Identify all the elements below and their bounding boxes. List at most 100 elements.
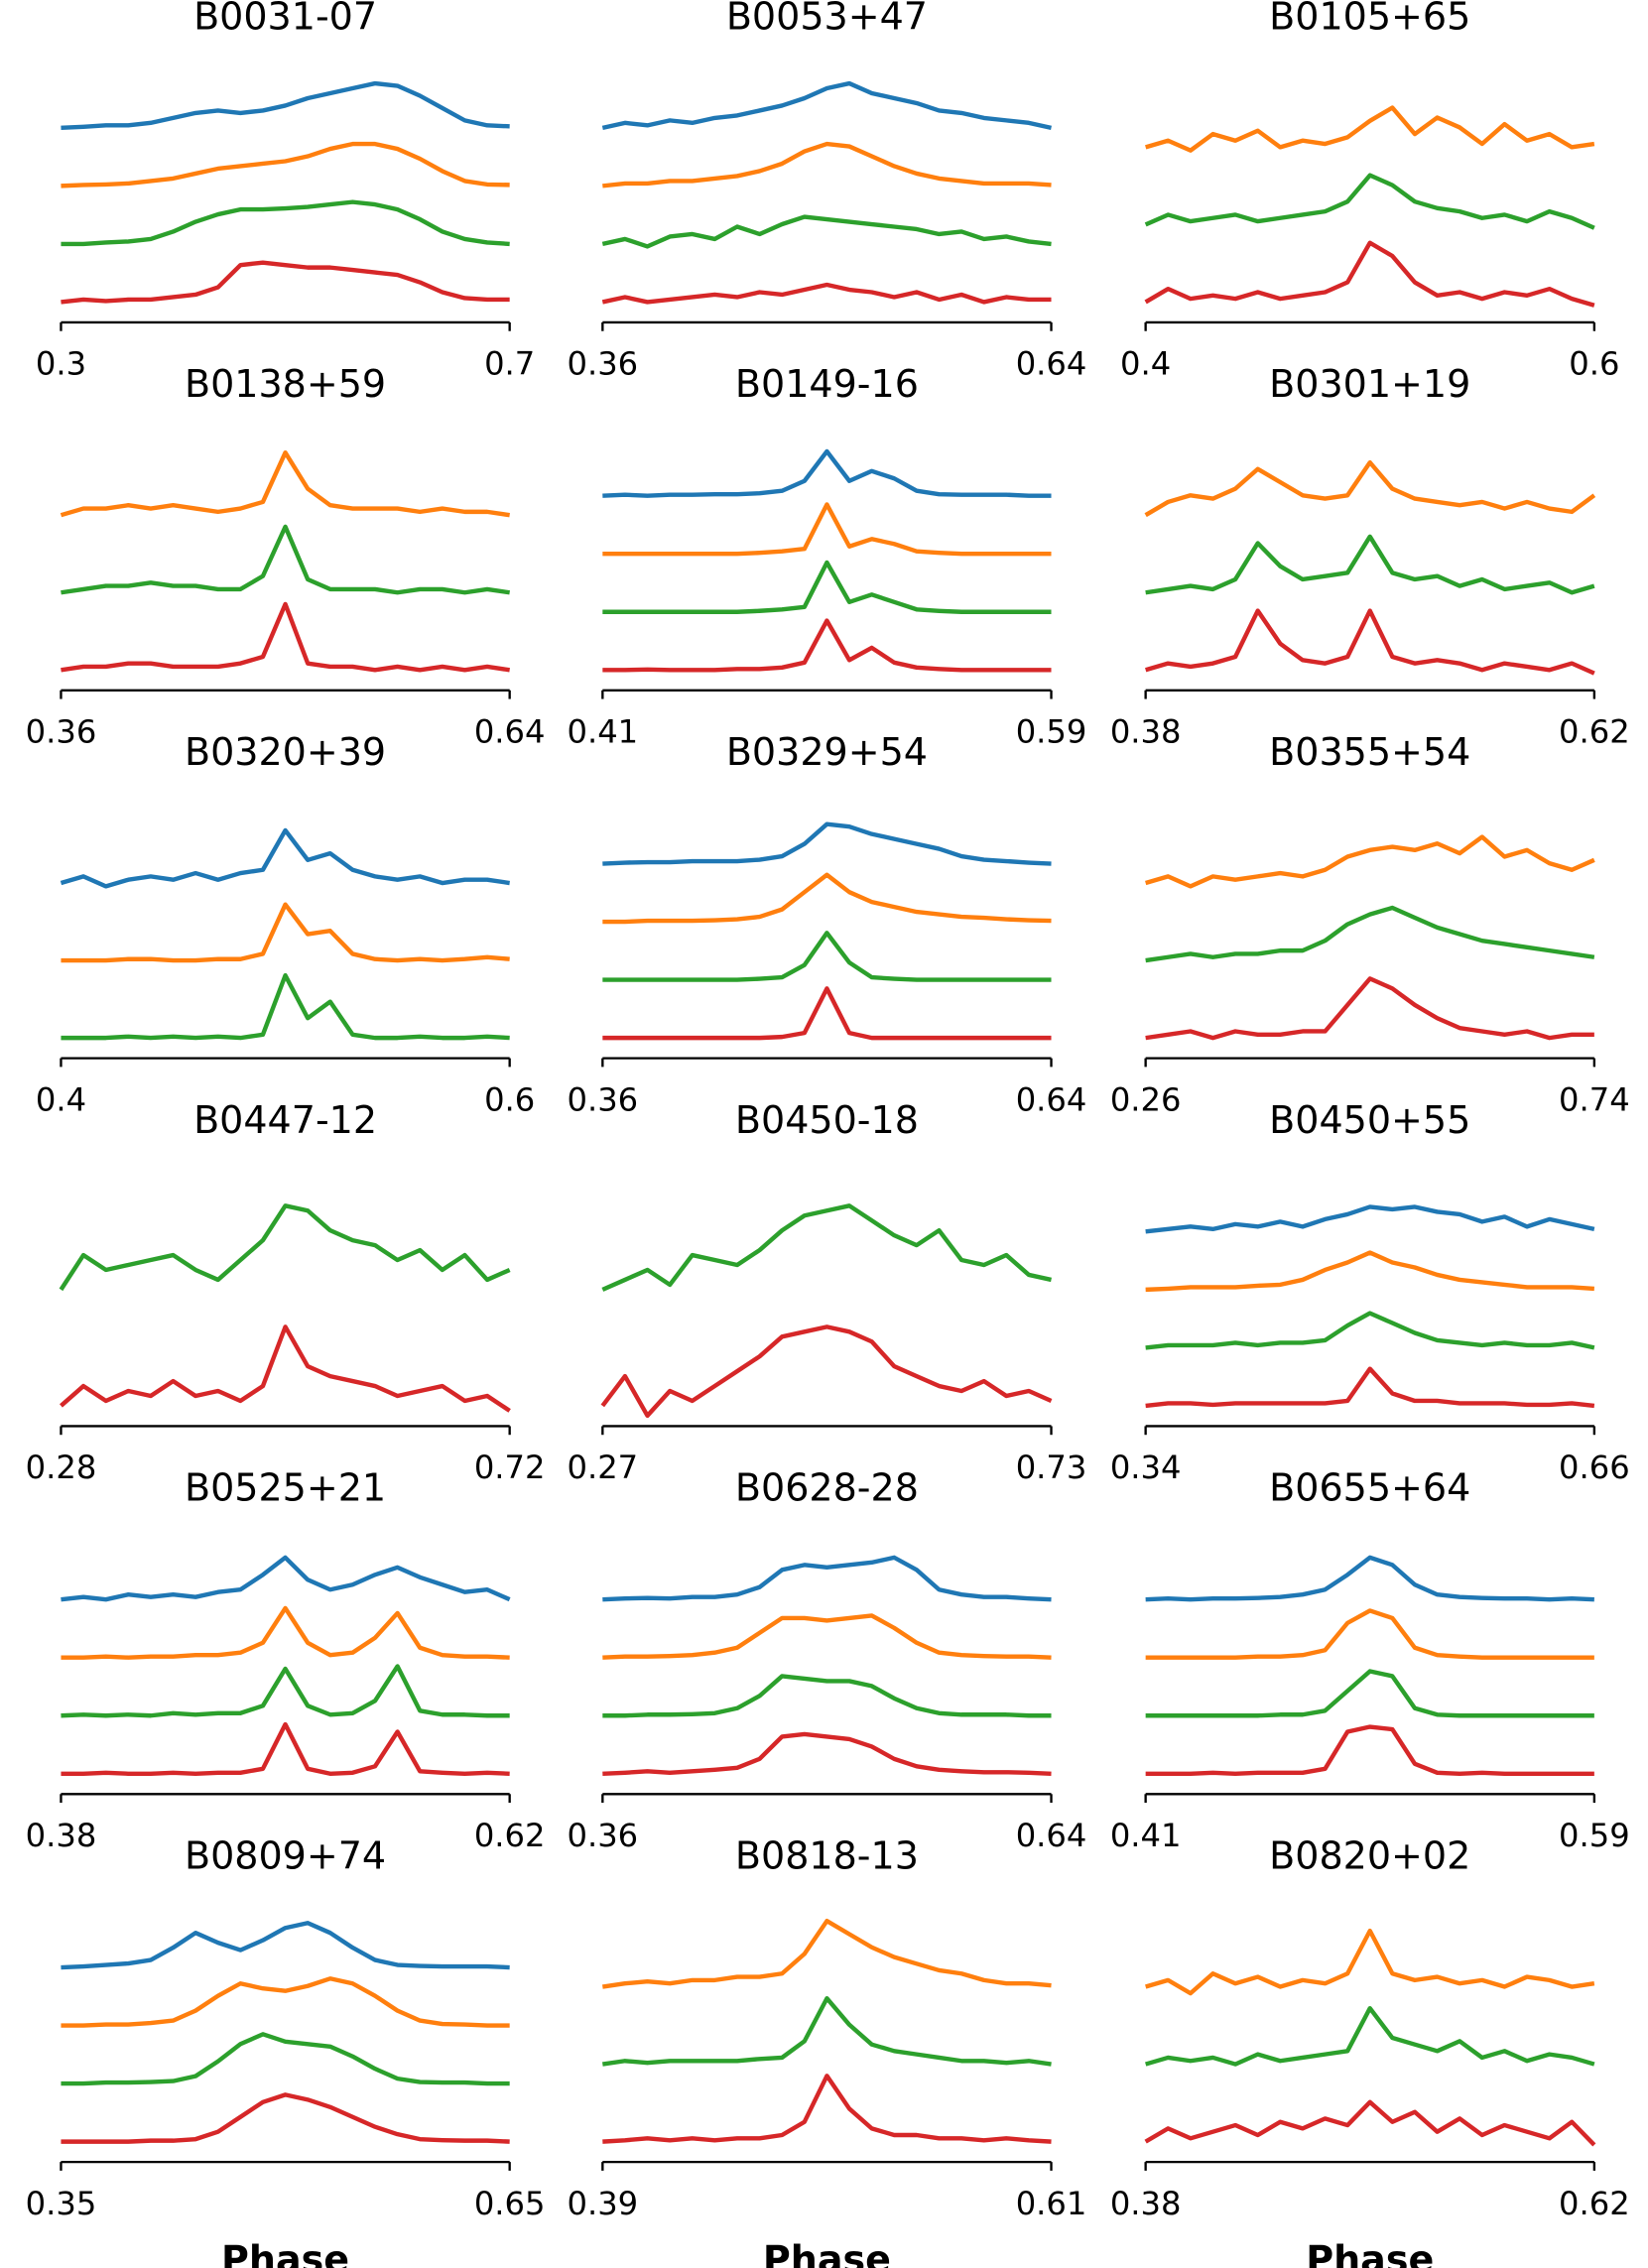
profile-line [61,141,510,189]
x-tick-label: 0.36 [567,1080,638,1118]
x-tick-label: 0.61 [1016,2185,1087,2222]
profile-line [61,1921,510,1970]
profile-line [1145,105,1595,153]
x-tick-label: 0.74 [1559,1080,1630,1118]
x-tick-label: 0.64 [474,712,546,750]
profile-line [61,199,510,247]
x-tick-label: 0.59 [1559,1817,1630,1854]
x-tick-label: 0.38 [26,1817,97,1854]
profile-line [61,2032,510,2086]
profile-line [602,448,1052,498]
profile-line [602,1731,1052,1776]
profile-line [1145,905,1595,963]
profile-line [602,1674,1052,1718]
profile-line [61,1976,510,2028]
profile-line [61,1664,510,1718]
x-tick-label: 0.59 [1016,712,1087,750]
profile-line [601,1203,1052,1292]
x-tick-label: 0.72 [474,1449,546,1486]
profile-line [1145,976,1594,1041]
panel-title: B0031-07 [193,0,377,38]
panel-title: B0525+21 [185,1466,386,1510]
profile-line [61,1721,510,1776]
panel-title: B0138+59 [185,362,386,406]
panel-title: B0818-13 [735,1833,919,1877]
profile-line [1145,1204,1595,1234]
profile-line [602,821,1052,866]
x-tick-label: 0.41 [567,712,638,750]
profile-line [60,449,510,518]
x-tick-label: 0.36 [567,345,638,383]
panel-title: B0105+65 [1269,0,1470,38]
profile-line [1145,1608,1594,1660]
panel-title: B0149-16 [735,362,919,406]
profile-line [60,1324,511,1413]
x-tick-label: 0.66 [1559,1449,1630,1486]
profile-line [1145,1669,1594,1718]
profile-line [602,2074,1052,2144]
x-tick-label: 0.6 [484,1080,535,1118]
x-tick-label: 0.34 [1110,1449,1182,1486]
profile-line [1144,2099,1596,2147]
profile-line [602,141,1052,189]
profile-line [61,601,510,673]
profile-line [602,1918,1052,1989]
panel-title: B0301+19 [1269,362,1470,406]
x-tick-label: 0.64 [1016,1817,1087,1854]
profile-line [61,1605,510,1660]
profile-line [61,260,510,305]
profile-line [61,902,510,963]
profile-line [1145,1311,1595,1350]
panel-title: B0355+54 [1269,730,1470,774]
x-axis-label: Phase [221,2237,349,2268]
x-tick-label: 0.26 [1110,1080,1182,1118]
profile-line [1144,173,1595,230]
x-axis-label: Phase [763,2237,891,2268]
profile-line [1145,608,1595,676]
x-tick-label: 0.4 [36,1080,86,1118]
profile-line [602,872,1052,925]
profile-line [1145,2005,1595,2067]
profile-line [602,618,1052,673]
x-tick-label: 0.36 [26,712,97,750]
profile-line [61,972,510,1041]
profile-line [1144,459,1596,518]
x-tick-label: 0.41 [1110,1817,1182,1854]
panel-title: B0320+39 [185,730,386,774]
profile-line [602,986,1052,1041]
profile-line [601,214,1052,249]
profile-line [601,282,1052,305]
profile-line [1145,1366,1595,1409]
panel-title: B0655+64 [1269,1466,1470,1510]
profile-line [61,80,510,131]
profile-line [602,931,1052,982]
x-tick-label: 0.62 [474,1817,546,1854]
x-tick-label: 0.62 [1559,2185,1630,2222]
profile-line [602,560,1052,614]
x-tick-label: 0.7 [484,345,535,383]
x-tick-label: 0.4 [1120,345,1171,383]
profile-line [602,1613,1052,1660]
profile-line [602,502,1052,557]
panel-title: B0820+02 [1269,1833,1470,1877]
x-tick-label: 0.64 [1016,345,1087,383]
x-axis-label: Phase [1306,2237,1434,2268]
profile-line [1145,534,1595,595]
profile-line [59,1203,511,1292]
profile-line [1145,1250,1594,1293]
profile-line [60,827,510,889]
profile-line [600,1324,1053,1419]
panel-title: B0450-18 [735,1098,919,1142]
profile-line [1145,1928,1595,1996]
panel-title: B0053+47 [726,0,928,38]
x-tick-label: 0.27 [567,1449,638,1486]
profile-line [1145,834,1595,889]
x-tick-label: 0.28 [26,1449,97,1486]
panel-title: B0447-12 [193,1098,377,1142]
x-tick-label: 0.35 [26,2185,97,2222]
profile-line [602,1996,1052,2067]
x-tick-label: 0.64 [1016,1080,1087,1118]
profile-line [602,1555,1052,1602]
